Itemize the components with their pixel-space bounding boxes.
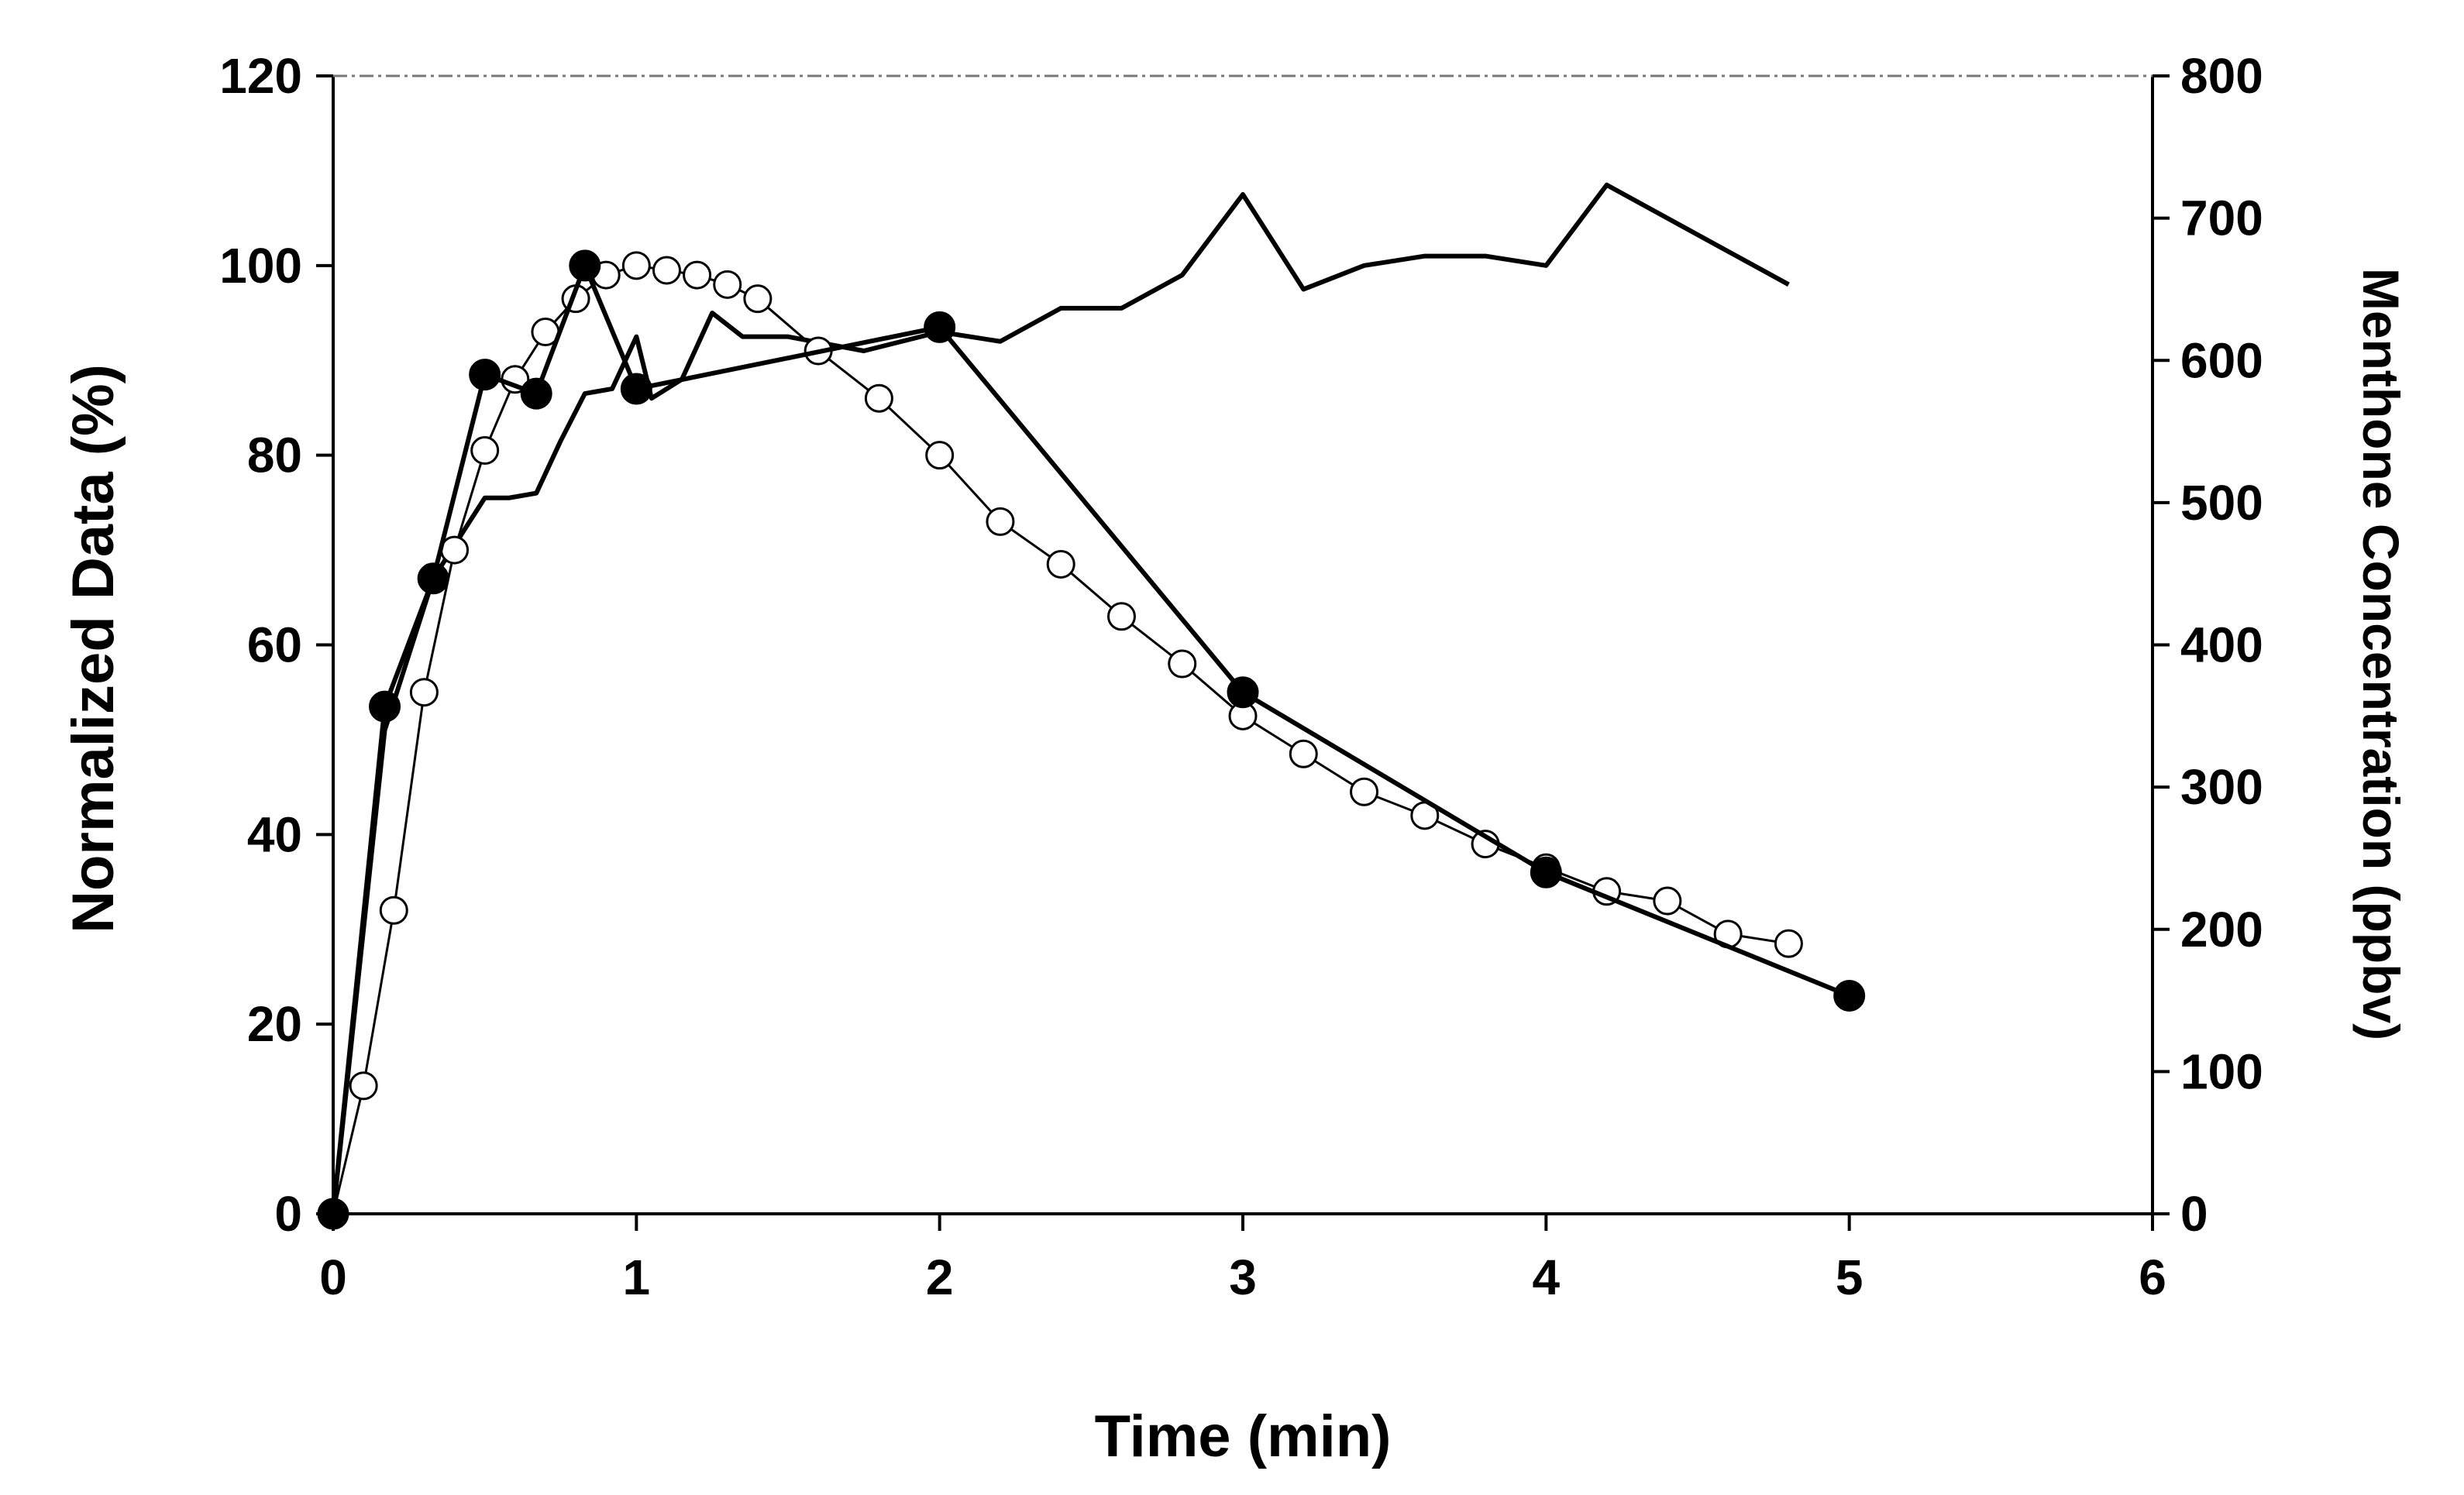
y2-axis-title: Menthone Concentration (ppbv) xyxy=(2352,268,2410,1040)
point-open-circle xyxy=(652,256,681,285)
y-tick-label: 0 xyxy=(274,1186,302,1242)
y2-tick-label: 300 xyxy=(2180,759,2263,815)
point-open-circle xyxy=(1168,649,1197,679)
point-filled-circle xyxy=(469,359,501,391)
y2-tick-label: 400 xyxy=(2180,617,2263,673)
point-filled-circle xyxy=(569,249,601,282)
point-filled-circle xyxy=(369,690,401,723)
point-filled-circle xyxy=(620,373,652,405)
axes-group: 0 1 2 3 4 5 6020406080100120010020030040050060… xyxy=(219,48,2263,1305)
y-tick-label: 20 xyxy=(247,996,302,1052)
point-open-circle xyxy=(743,284,773,314)
point-filled-circle xyxy=(417,562,449,595)
point-open-circle xyxy=(1350,777,1379,806)
point-open-circle xyxy=(621,251,651,280)
point-filled-circle xyxy=(924,311,956,343)
point-filled-circle xyxy=(317,1198,349,1230)
y2-tick-label: 800 xyxy=(2180,48,2263,104)
point-open-circle xyxy=(925,441,955,470)
point-filled-circle xyxy=(1530,856,1562,888)
point-open-circle xyxy=(470,436,500,466)
y2-tick-label: 100 xyxy=(2180,1043,2263,1099)
point-filled-circle xyxy=(520,377,552,410)
y-tick-label: 120 xyxy=(219,48,302,104)
x-tick-label: 4 xyxy=(1533,1249,1561,1305)
point-open-circle xyxy=(683,260,712,290)
series-layer xyxy=(317,182,1866,1230)
y2-tick-label: 700 xyxy=(2180,191,2263,246)
point-open-circle xyxy=(1106,602,1136,631)
point-open-circle xyxy=(864,383,893,413)
y-tick-label: 40 xyxy=(247,806,302,862)
y2-tick-label: 600 xyxy=(2180,332,2263,388)
y-tick-label: 60 xyxy=(247,617,302,673)
x-tick-label: 6 xyxy=(2139,1249,2166,1305)
x-tick-label: 2 xyxy=(926,1249,954,1305)
point-open-circle xyxy=(349,1071,378,1101)
labels-layer: Time (min) Normalized Data (%) Menthone … xyxy=(60,268,2410,1469)
point-open-circle xyxy=(713,270,742,299)
point-open-circle xyxy=(379,895,408,925)
y2-tick-label: 200 xyxy=(2180,902,2263,957)
y-axis-title: Normalized Data (%) xyxy=(60,364,126,933)
x-axis-title: Time (min) xyxy=(1095,1404,1392,1469)
x-tick-label: 3 xyxy=(1229,1249,1257,1305)
y2-tick-label: 500 xyxy=(2180,475,2263,531)
x-tick-label: 5 xyxy=(1836,1249,1863,1305)
point-open-circle xyxy=(1653,886,1682,916)
y2-tick-label: 0 xyxy=(2180,1186,2208,1242)
point-open-circle xyxy=(986,507,1015,536)
y-tick-label: 100 xyxy=(219,238,302,294)
x-tick-label: 1 xyxy=(623,1249,651,1305)
x-tick-label: 0 xyxy=(319,1249,347,1305)
point-open-circle xyxy=(1046,549,1075,579)
point-filled-circle xyxy=(1227,676,1259,709)
point-filled-circle xyxy=(1833,979,1866,1012)
y-tick-label: 80 xyxy=(247,428,302,483)
point-open-circle xyxy=(1289,739,1318,768)
series-line-line xyxy=(331,182,1790,1215)
point-open-circle xyxy=(1774,929,1803,958)
point-open-circle xyxy=(409,678,439,707)
point-open-circle xyxy=(440,535,470,565)
